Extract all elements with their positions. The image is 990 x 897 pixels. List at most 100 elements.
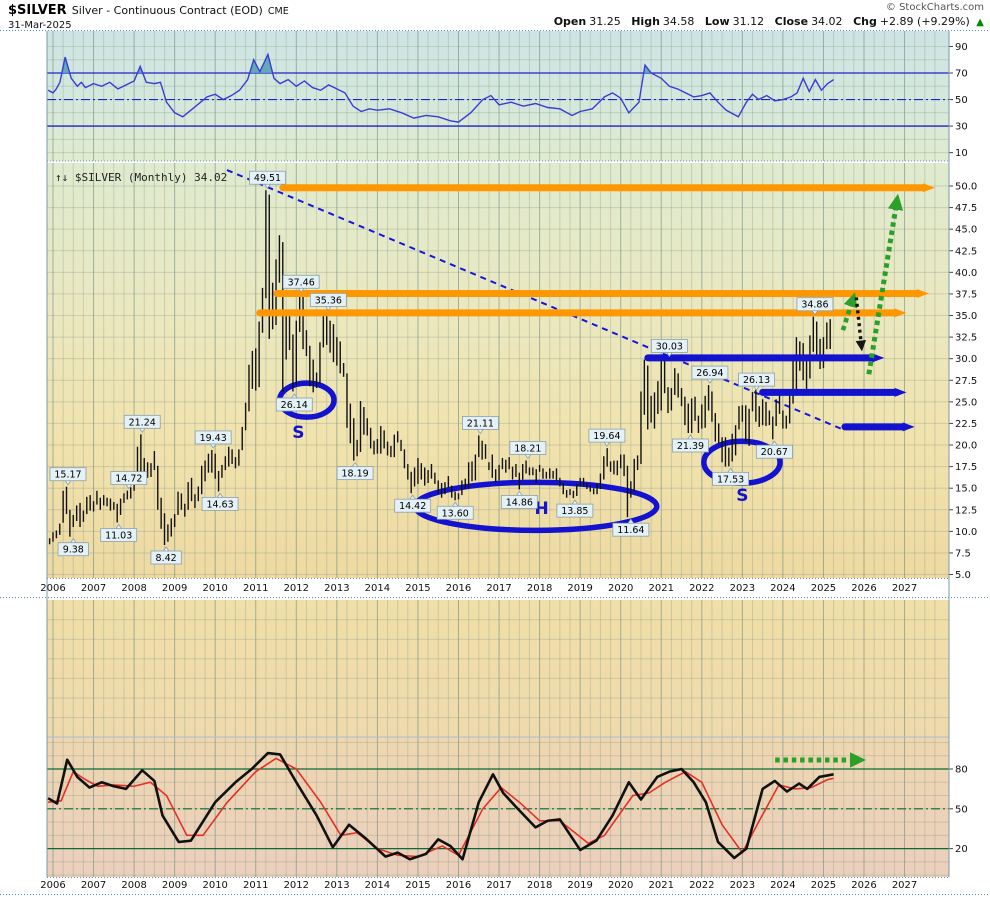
svg-text:2019: 2019 [567,880,592,891]
svg-text:2020: 2020 [608,880,633,891]
svg-text:34.86: 34.86 [801,300,828,311]
svg-text:2013: 2013 [324,880,349,891]
svg-text:14.63: 14.63 [206,499,233,510]
price-annotation: 13.60 [436,501,474,520]
svg-text:40.0: 40.0 [955,268,977,279]
svg-text:2024: 2024 [770,583,795,594]
svg-text:2022: 2022 [689,880,714,891]
ticker-title-row: $SILVER Silver - Continuous Contract (EO… [8,2,289,18]
chart-header: $SILVER Silver - Continuous Contract (EO… [0,0,990,31]
svg-text:20.67: 20.67 [761,447,788,458]
support-line-blue-3 [841,422,915,432]
svg-text:32.5: 32.5 [955,333,977,344]
high-label: High [631,14,660,28]
svg-text:90: 90 [955,42,968,53]
svg-text:7.5: 7.5 [955,548,971,559]
svg-text:2022: 2022 [689,583,714,594]
svg-text:2010: 2010 [202,583,227,594]
price-annotation: 13.85 [556,499,594,518]
svg-text:50: 50 [955,95,968,106]
svg-text:37.5: 37.5 [955,289,977,300]
price-annotation: 11.03 [100,523,138,542]
chart-date: 31-Mar-2025 [8,20,72,31]
price-annotation: 18.21 [509,441,547,460]
low-label: Low [704,14,730,28]
price-annotation: 11.64 [612,518,650,537]
panel-borders [0,30,990,895]
rsi-overbought-fill [249,54,273,73]
price-annotation: 21.11 [461,416,499,435]
svg-text:42.5: 42.5 [955,246,977,257]
svg-text:26.14: 26.14 [281,400,308,411]
chg-label: Chg [853,14,877,28]
svg-text:2006: 2006 [40,583,65,594]
copyright-text: © StockCharts.com [885,2,984,13]
svg-text:17.5: 17.5 [955,462,977,473]
svg-text:2010: 2010 [202,880,227,891]
svg-text:13.60: 13.60 [442,508,469,519]
svg-text:50: 50 [955,804,968,815]
axes: 90 70 50 30 10 5.0 7.5 10.0 12.5 15.0 17.5 20.0 22.5… [949,42,977,855]
price-annotation: 8.42 [150,546,182,565]
svg-text:20.0: 20.0 [955,441,977,452]
svg-text:22.5: 22.5 [955,419,977,430]
price-annotation: 30.03 [650,339,688,358]
svg-text:2023: 2023 [730,583,755,594]
price-annotation: 15.17 [49,467,87,486]
svg-text:26.13: 26.13 [743,375,770,386]
chg-value: +2.89 (+9.29%) [879,14,970,28]
stoch-panel [47,736,949,861]
svg-text:2026: 2026 [851,583,876,594]
price-annotation: 34.86 [796,297,834,316]
price-annotation: 18.19 [336,461,374,481]
low-value: 31.12 [732,14,765,28]
svg-text:70: 70 [955,69,968,80]
svg-text:13.85: 13.85 [561,506,588,517]
green-arrow-small [840,292,858,331]
svg-text:20: 20 [955,844,968,855]
svg-text:80: 80 [955,765,968,776]
svg-text:2014: 2014 [365,583,390,594]
price-annotation: 14.72 [110,471,148,490]
high-value: 34.58 [662,14,695,28]
svg-text:10: 10 [955,148,968,159]
svg-text:2027: 2027 [892,880,917,891]
svg-text:21.24: 21.24 [129,417,156,428]
resistance-line-orange-2 [273,288,929,298]
svg-text:14.86: 14.86 [506,497,533,508]
svg-text:2012: 2012 [284,880,309,891]
svg-text:17.53: 17.53 [717,474,744,485]
svg-text:5.0: 5.0 [955,570,971,581]
svg-text:15.17: 15.17 [54,470,81,481]
rsi-overbought-fill [61,57,70,73]
svg-text:14.42: 14.42 [399,501,426,512]
svg-text:2014: 2014 [365,880,390,891]
svg-text:35.0: 35.0 [955,311,977,322]
svg-text:45.0: 45.0 [955,225,977,236]
svg-text:2007: 2007 [81,880,106,891]
stoch-slow-line [48,757,834,858]
rsi-panel [47,52,949,127]
open-value: 31.25 [589,14,621,28]
svg-text:2021: 2021 [649,583,674,594]
pattern-letter-s-2: S [736,486,748,506]
svg-text:11.03: 11.03 [105,530,132,541]
ticker-symbol: $SILVER [8,3,67,18]
svg-text:26.94: 26.94 [696,368,723,379]
svg-text:18.19: 18.19 [341,469,368,480]
svg-text:2025: 2025 [811,583,836,594]
ohlc-quote: Open 31.25 High 34.58 Low 31.12 Close 34.02 … [547,15,984,30]
resistance-line-orange-3 [256,308,907,318]
quote-block: © StockCharts.com Open 31.25 High 34.58 Lo… [547,1,984,29]
svg-text:2008: 2008 [121,880,146,891]
price-annotation: 26.13 [738,372,775,391]
price-annotation: 26.94 [691,365,729,384]
svg-text:9.38: 9.38 [63,545,84,556]
svg-text:2012: 2012 [284,583,309,594]
green-arrow-large [866,193,904,375]
resistance-line-orange-1 [279,183,935,193]
svg-text:19.43: 19.43 [200,433,227,444]
svg-text:2024: 2024 [770,880,795,891]
